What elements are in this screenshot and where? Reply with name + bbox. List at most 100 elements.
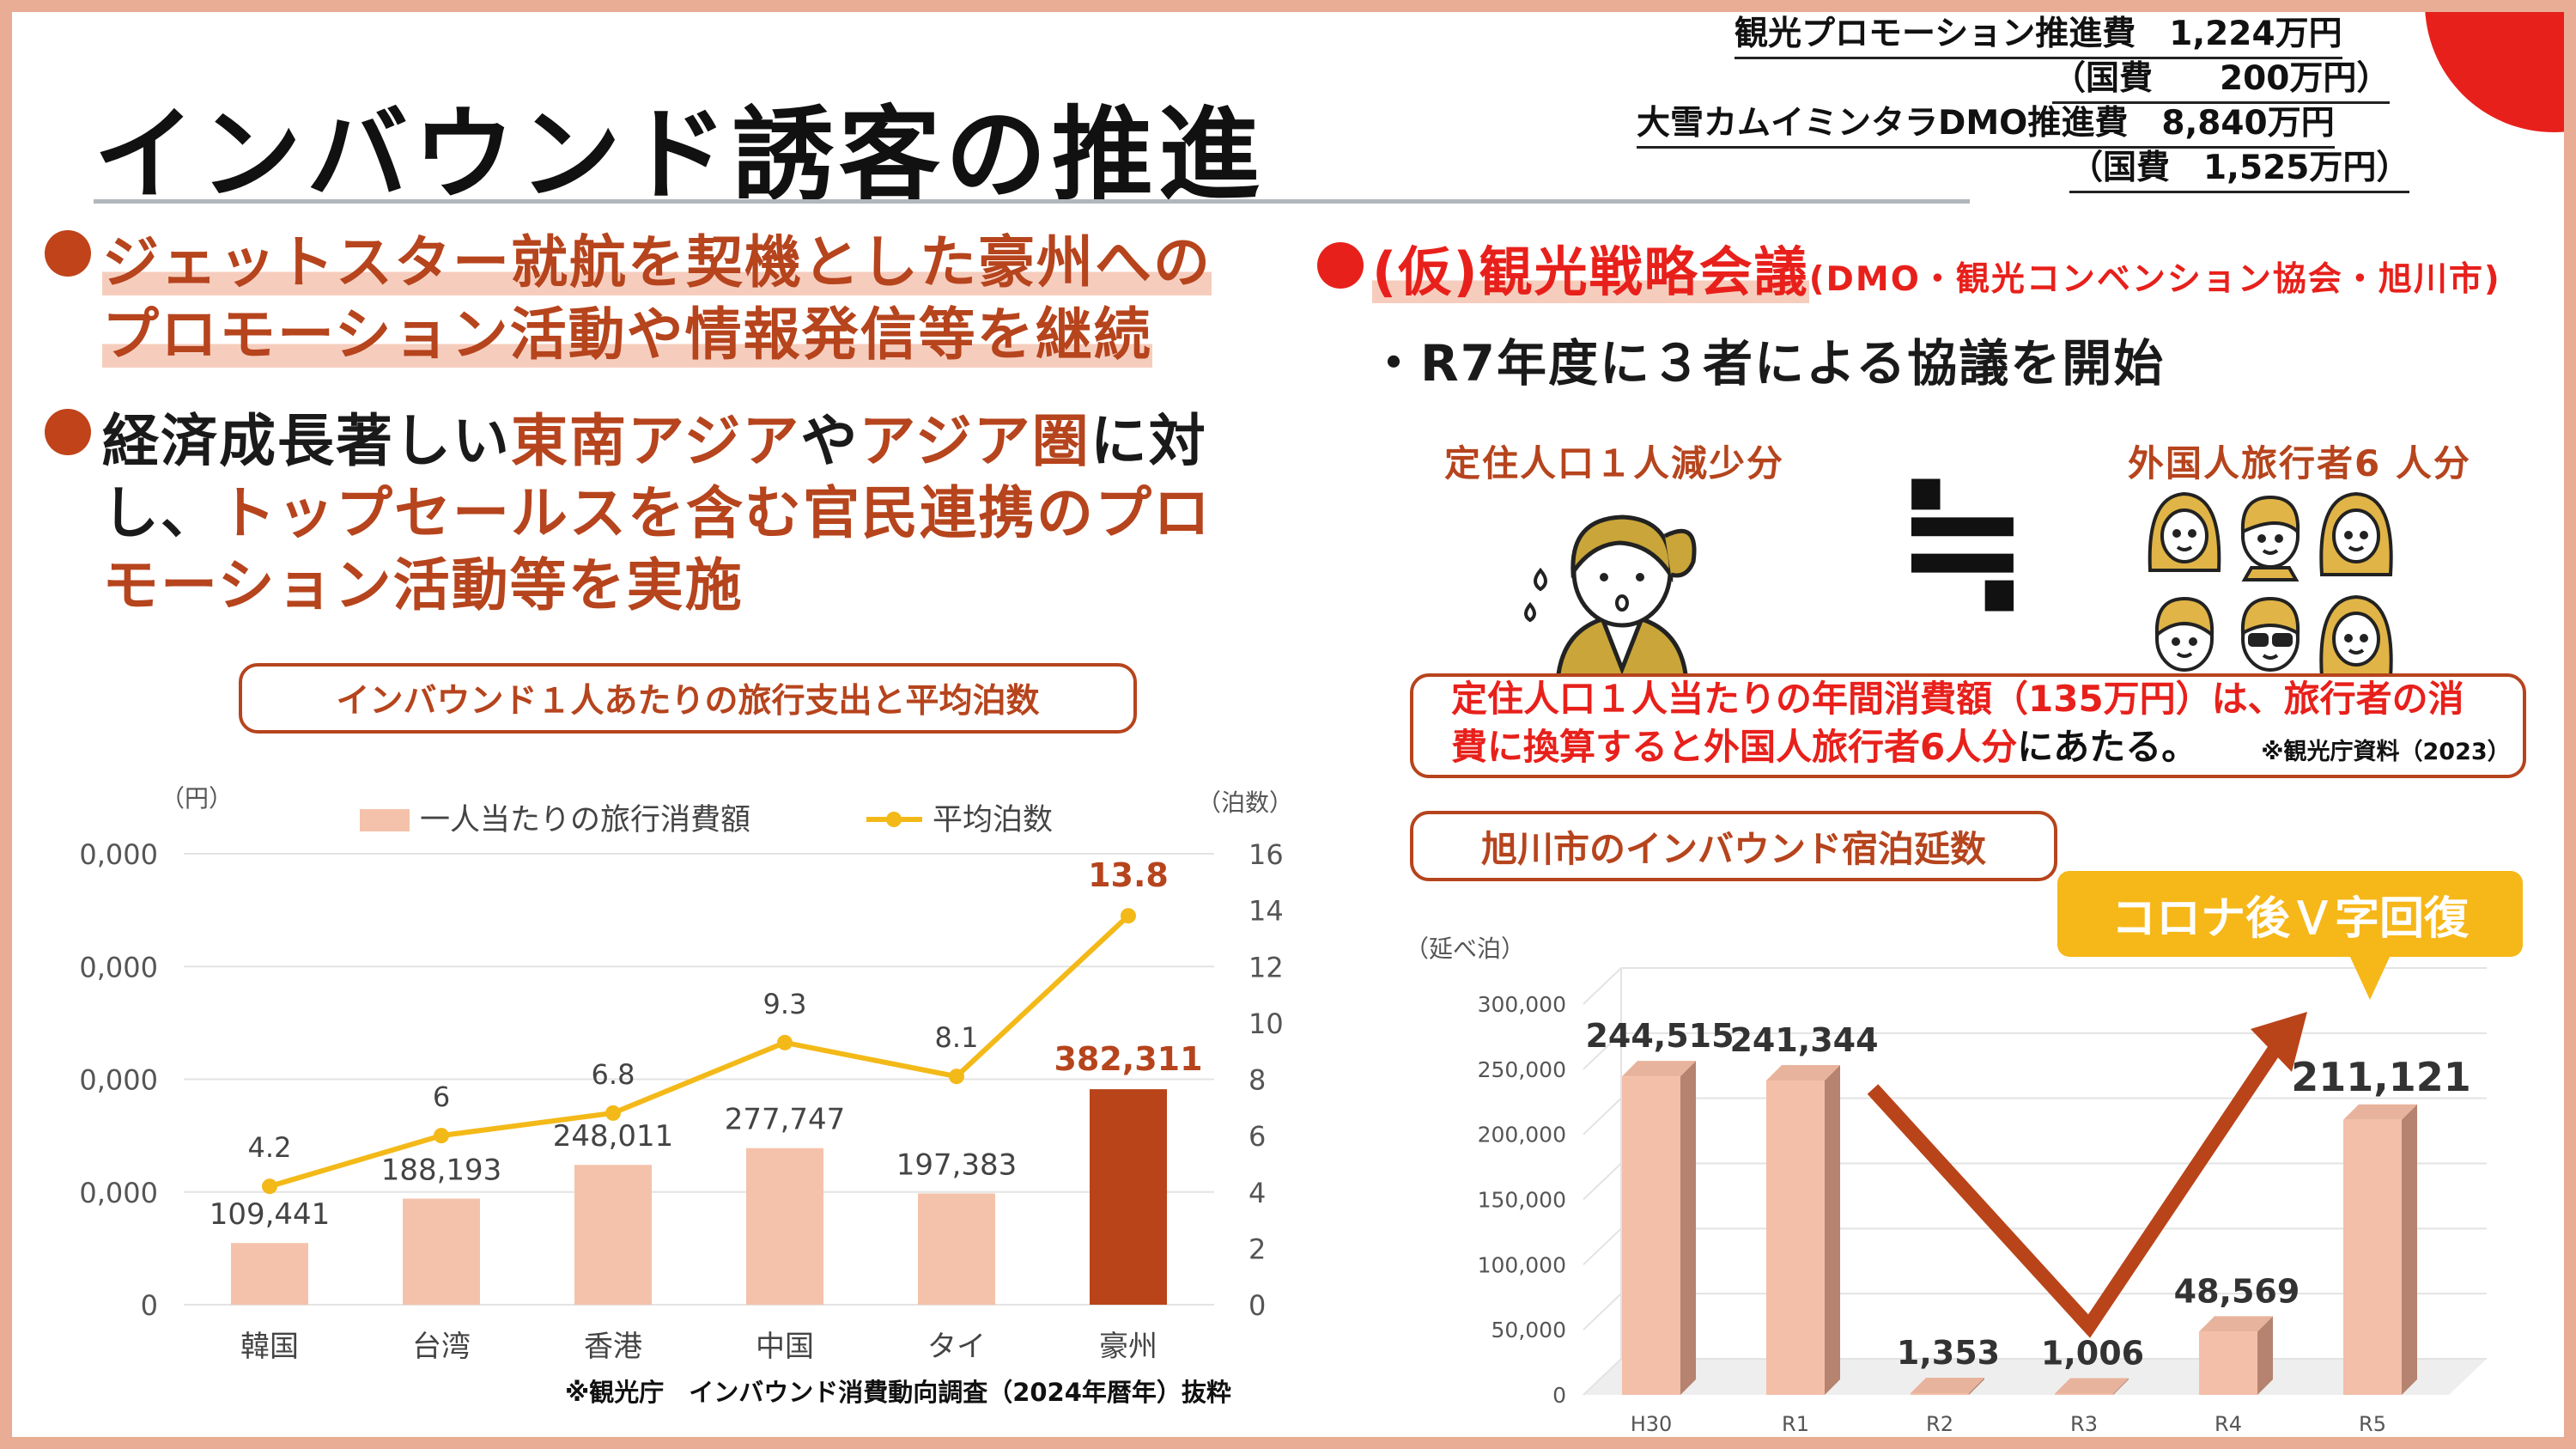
bullet-marker: [1317, 242, 1364, 289]
bar-side-H30: [1680, 1061, 1696, 1395]
bar-R2: [1911, 1392, 1969, 1395]
resident-person-icon: [1524, 514, 1697, 682]
bar-top-H30: [1622, 1061, 1696, 1077]
y2-tick-label: 4: [1249, 1177, 1266, 1209]
bar-R3: [2055, 1393, 2113, 1395]
chart1-title-box: インバウンド１人あたりの旅行支出と平均泊数: [239, 663, 1137, 734]
bar-top-R4: [2199, 1316, 2273, 1332]
y-tick-label: 300,000: [1478, 992, 1566, 1017]
y-tick-label: 150,000: [1478, 1188, 1566, 1213]
arrow-shaft: [1867, 1040, 2285, 1338]
bullet-marker: [45, 409, 91, 455]
y-tick-label: 250,000: [1478, 1057, 1566, 1082]
bar-top-R1: [1766, 1064, 1840, 1081]
y2-tick-label: 6: [1249, 1120, 1266, 1153]
nights-value-label: 6: [433, 1081, 450, 1113]
bar-value-label: 109,441: [210, 1197, 331, 1232]
chart1-expense-nights: 109,441 188,193 248,011 277,747 197,383 382,3…: [81, 784, 1293, 1364]
corner-circle-decoration: [2425, 12, 2564, 132]
y2-tick-label: 16: [1249, 838, 1284, 871]
bullet2-line3: モーション活動等を実施: [102, 552, 744, 618]
page-title: インバウンド誘客の推進: [94, 95, 1266, 214]
bar-タイ: [918, 1193, 995, 1305]
nights-value-label: 4.2: [248, 1131, 292, 1164]
v-shaped-recovery-arrow: [1867, 1012, 2307, 1338]
tourist-label: 外国人旅行者6 人分: [2128, 442, 2471, 484]
x-tick-label: 豪州: [1099, 1330, 1157, 1364]
bar-value-label: 211,121: [2291, 1054, 2471, 1100]
gridline: [1583, 1293, 2487, 1330]
x-tick-label: R3: [2070, 1412, 2098, 1436]
bar-台湾: [403, 1198, 480, 1305]
y-tick-label: 200,000: [81, 1177, 158, 1209]
y-tick-label: 800,000: [81, 838, 158, 871]
bar-value-label: 248,011: [553, 1119, 674, 1154]
legend-label-nights: 平均泊数: [933, 803, 1053, 837]
slide: インバウンド誘客の推進 観光プロモーション推進費 1,224万円 （国費 200…: [12, 12, 2564, 1437]
budget-dmo: 大雪カムイミンタラDMO推進費 8,840万円: [1637, 101, 2335, 149]
callout-pointer: [2349, 955, 2391, 1000]
y-axis-title: （延べ泊）: [1405, 935, 1525, 963]
x-tick-label: 台湾: [412, 1330, 471, 1364]
bar-top-R5: [2343, 1104, 2417, 1120]
gridline: [1583, 1227, 2487, 1266]
bar-value-label: 241,344: [1729, 1021, 1878, 1059]
x-tick-label: R4: [2215, 1412, 2242, 1436]
y-axis-title: （円）: [161, 784, 233, 813]
foreign-tourists-icon: [2148, 491, 2393, 679]
bullet2-line2: し、トップセールスを含む官民連携のプロ: [102, 480, 1212, 546]
budget-dmo-national: （国費 1,525万円）: [2069, 146, 2410, 193]
bar-top-R2: [1911, 1377, 1984, 1393]
y-tick-label: 100,000: [1478, 1252, 1566, 1277]
council-item: ・R7年度に３者による協議を開始: [1369, 334, 2166, 393]
budget-promotion: 観光プロモーション推進費 1,224万円: [1735, 12, 2342, 59]
nights-point: [1121, 908, 1136, 924]
nights-line: [269, 913, 1131, 1190]
gridline: [1583, 967, 2487, 1005]
bullet-marker: [45, 230, 91, 277]
x-tick-label: タイ: [927, 1330, 986, 1364]
bar-R4: [2199, 1331, 2257, 1395]
legend-marker-nights: [886, 812, 902, 827]
title-divider: [94, 199, 1970, 204]
x-tick-label: 中国: [756, 1330, 814, 1364]
resident-label: 定住人口１人減少分: [1444, 442, 1785, 484]
info-line1: 定住人口１人当たりの年間消費額（135万円）は、旅行者の消: [1451, 678, 2464, 720]
x-tick-label: R1: [1782, 1412, 1809, 1436]
x-tick-label: R2: [1926, 1412, 1953, 1436]
bar-value-label: 197,383: [896, 1148, 1018, 1182]
bar-value-label: 244,515: [1585, 1017, 1734, 1055]
nights-value-label: 6.8: [592, 1058, 635, 1091]
gridline: [1583, 1032, 2487, 1070]
bar-韓国: [231, 1243, 308, 1305]
chart2-title-box: 旭川市のインバウンド宿泊延数: [1410, 811, 2057, 881]
bar-value-label: 188,193: [381, 1153, 502, 1187]
bar-R5: [2343, 1119, 2402, 1395]
y2-tick-label: 0: [1249, 1289, 1266, 1322]
bar-side-R2: [1969, 1377, 1984, 1395]
nights-point: [605, 1105, 621, 1121]
y2-tick-label: 2: [1249, 1233, 1266, 1265]
legend-label-expense: 一人当たりの旅行消費額: [420, 803, 750, 837]
x-tick-label: R5: [2359, 1412, 2386, 1436]
y-tick-label: 200,000: [1478, 1123, 1566, 1148]
x-tick-label: 韓国: [240, 1330, 299, 1364]
y2-tick-label: 12: [1249, 951, 1284, 983]
y-tick-label: 600,000: [81, 951, 158, 983]
approx-equal-sign: ≒: [1894, 445, 2033, 635]
nights-point: [434, 1128, 449, 1144]
bar-豪州: [1090, 1089, 1167, 1305]
bar-value-label: 277,747: [725, 1103, 846, 1137]
bullet1-line1: ジェットスター就航を契機とした豪州への: [102, 229, 1212, 295]
bar-value-label: 1,353: [1897, 1334, 2000, 1372]
bar-value-label: 1,006: [2041, 1334, 2144, 1372]
legend-swatch-expense: [360, 809, 410, 831]
y-tick-label: 0: [141, 1289, 158, 1322]
x-tick-label: H30: [1631, 1412, 1673, 1436]
bar-value-label: 382,311: [1054, 1040, 1202, 1078]
y2-tick-label: 8: [1249, 1064, 1266, 1097]
y2-tick-label: 14: [1249, 895, 1284, 928]
consumption-info-box: 定住人口１人当たりの年間消費額（135万円）は、旅行者の消 費に換算すると外国人…: [1410, 673, 2526, 778]
nights-point: [949, 1068, 964, 1085]
